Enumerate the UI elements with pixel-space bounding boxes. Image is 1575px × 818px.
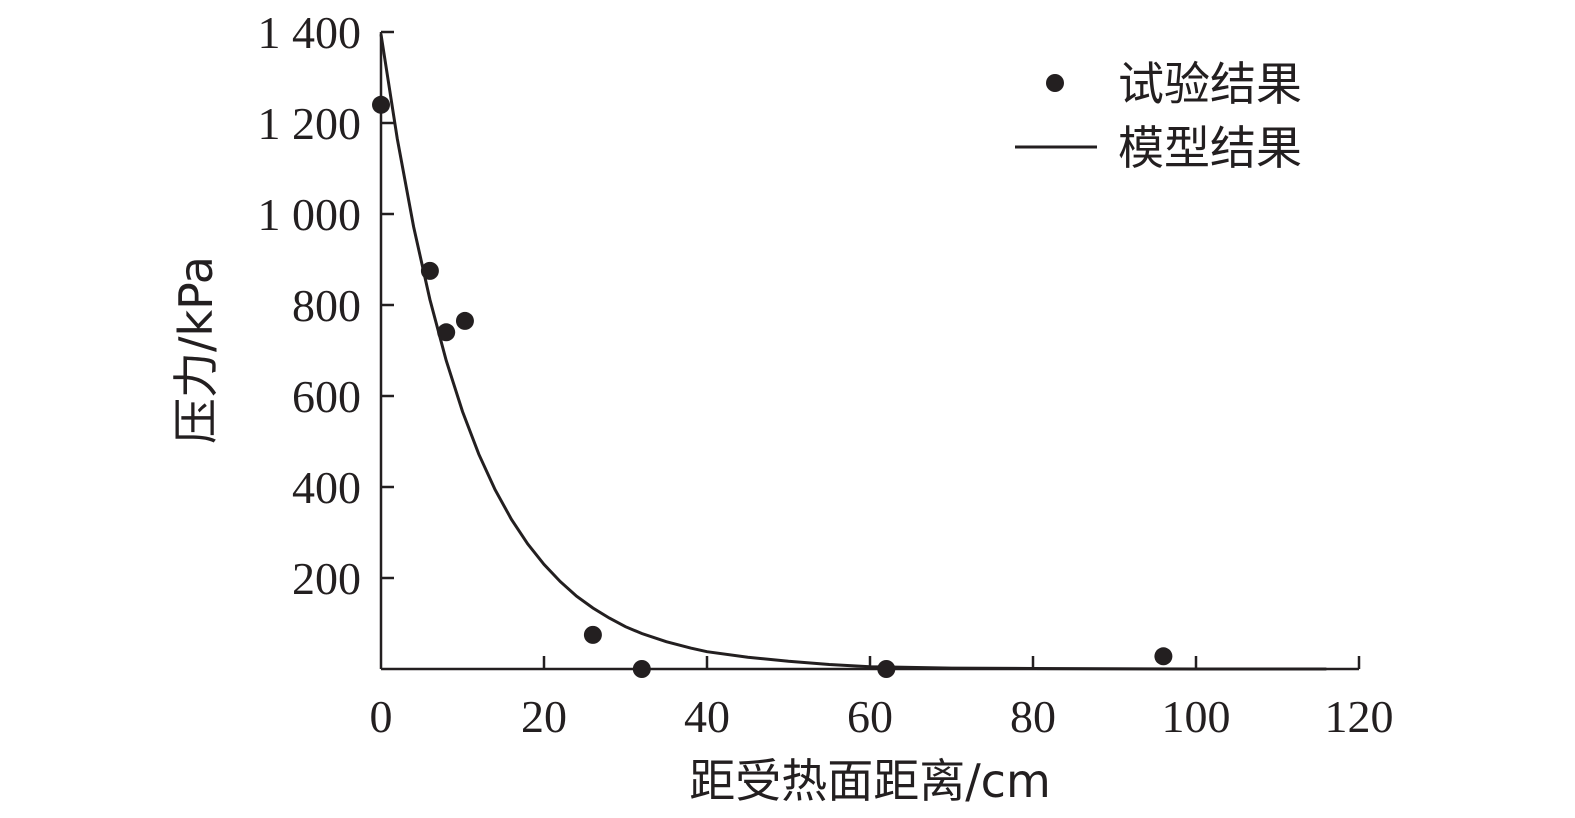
y-axis-ticks: 200 400 600 800 1 000 1 200 1 400 <box>258 7 394 604</box>
experiment-point-3 <box>437 323 456 342</box>
x-tick-label-0: 0 <box>370 691 393 742</box>
x-tick-label-40: 40 <box>684 691 730 742</box>
experiment-point-4 <box>455 311 474 330</box>
experiment-point-8 <box>1154 647 1173 666</box>
experiment-point-2 <box>420 261 439 280</box>
y-tick-label-400: 400 <box>292 462 361 513</box>
y-tick-label-1000: 1 000 <box>258 189 362 240</box>
x-tick-label-100: 100 <box>1162 691 1231 742</box>
legend-label-2: 模型结果 <box>1118 121 1302 175</box>
x-tick-label-120: 120 <box>1325 691 1394 742</box>
experiment-point-7 <box>877 660 896 678</box>
experiment-point-5 <box>583 625 602 644</box>
legend-label-1: 试验结果 <box>1118 57 1302 111</box>
x-tick-label-60: 60 <box>847 691 893 742</box>
model-curve-line <box>379 34 1327 671</box>
y-tick-label-600: 600 <box>292 371 361 422</box>
y-tick-label-200: 200 <box>292 553 361 604</box>
y-tick-label-1400: 1 400 <box>258 7 362 58</box>
experiment-point-6 <box>632 660 651 678</box>
x-tick-label-20: 20 <box>521 691 567 742</box>
y-axis-title: 压力/kPa <box>169 256 223 444</box>
x-axis-title: 距受热面距离/cm <box>689 754 1051 808</box>
series-layer <box>372 34 1327 678</box>
x-axis-ticks: 0 20 40 60 80 100 120 <box>370 656 1394 742</box>
x-tick-label-80: 80 <box>1010 691 1056 742</box>
y-tick-label-1200: 1 200 <box>258 98 362 149</box>
legend-marker-experiment <box>1046 74 1064 92</box>
experiment-point-1 <box>372 95 390 114</box>
y-tick-label-800: 800 <box>292 280 361 331</box>
